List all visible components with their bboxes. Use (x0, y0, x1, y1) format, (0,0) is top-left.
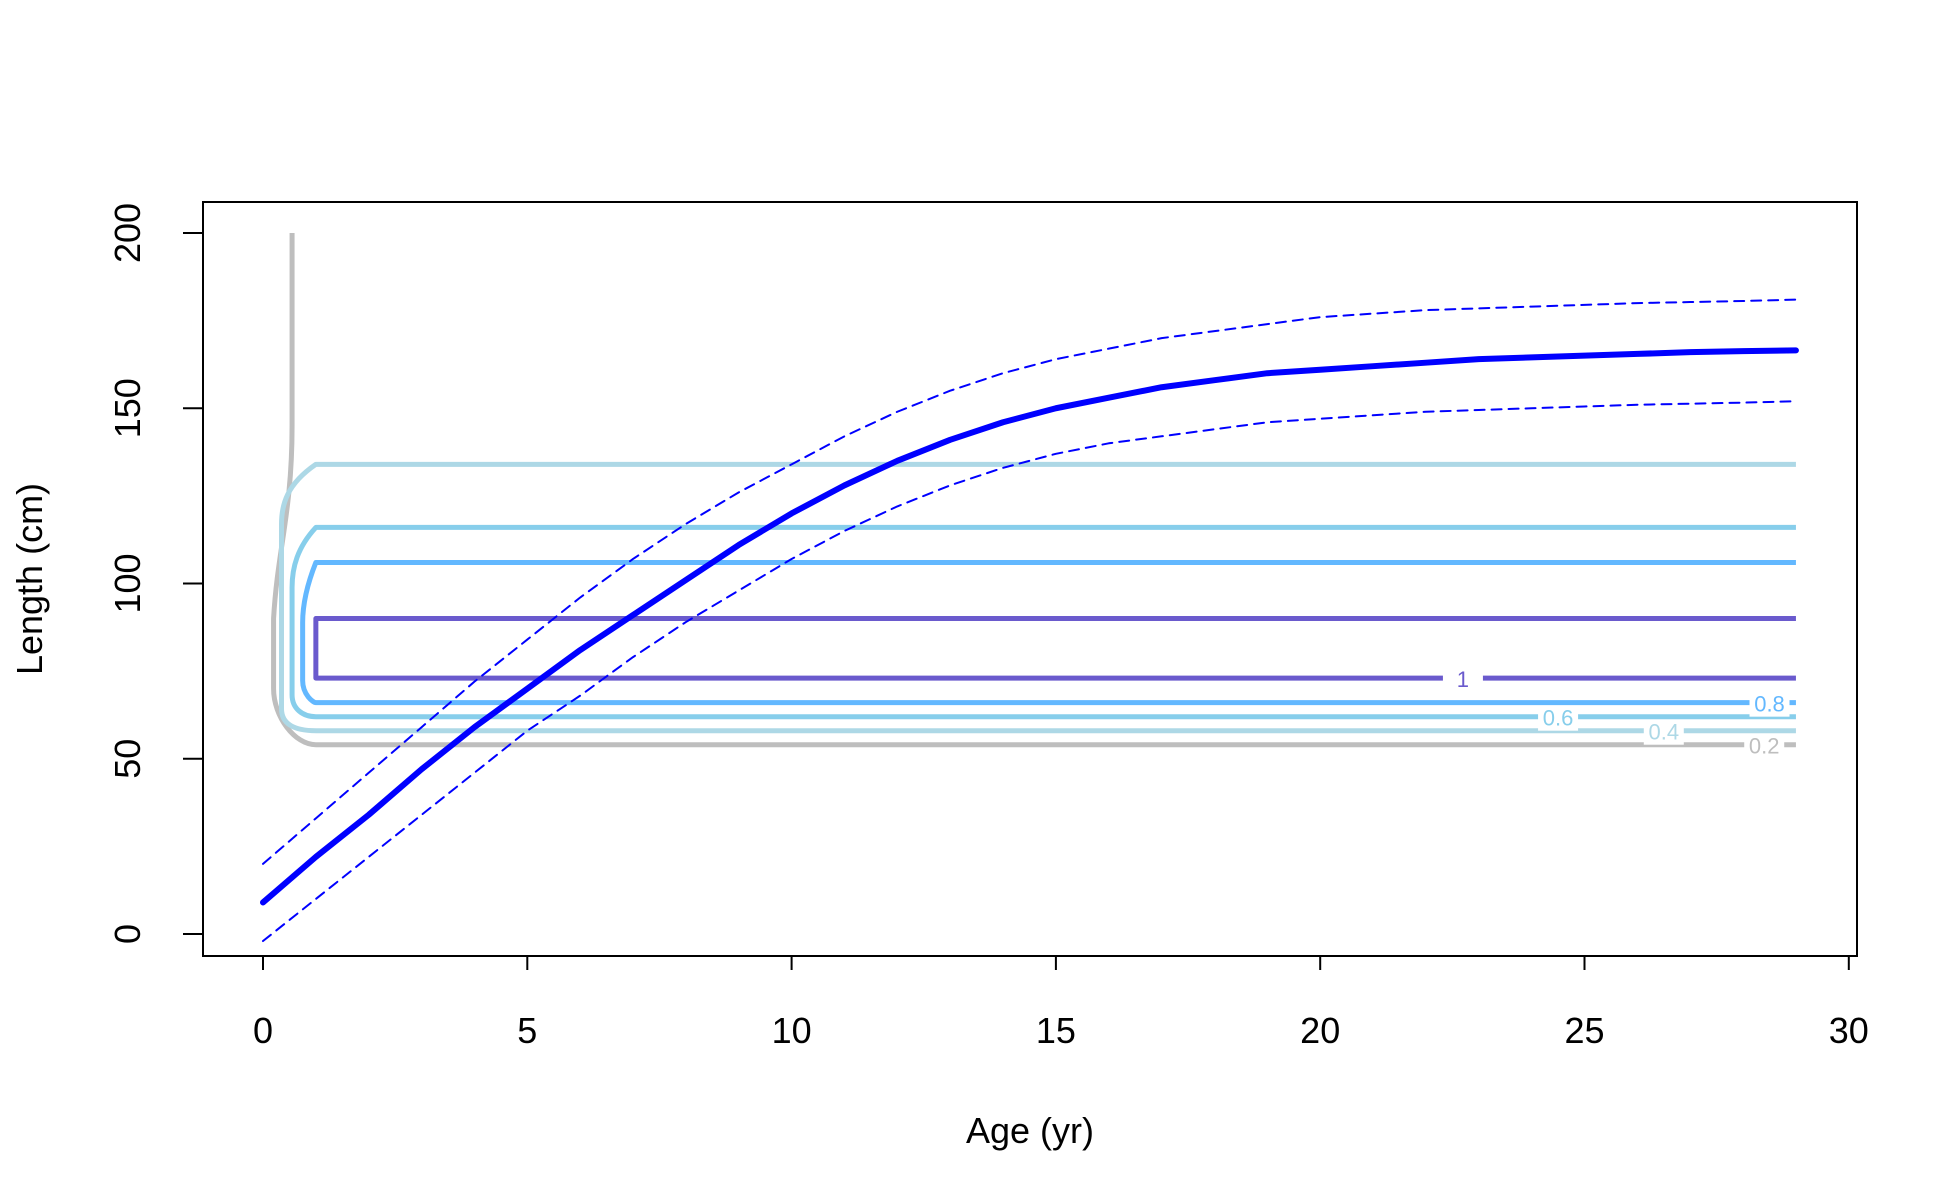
y-tick-label: 150 (107, 378, 148, 438)
x-tick-label: 10 (772, 1010, 812, 1051)
contour-line (271, 233, 1796, 748)
y-tick-label: 200 (107, 203, 148, 263)
contour-line (313, 616, 1796, 681)
x-tick-label: 30 (1829, 1010, 1869, 1051)
x-tick-label: 25 (1564, 1010, 1604, 1051)
contour-label-mask (1538, 702, 1579, 731)
contour-layer: 0.2 0.4 0.6 0.8 1 (271, 233, 1796, 759)
x-tick-label: 5 (517, 1010, 537, 1051)
contour-label: 0.2 (1749, 734, 1780, 759)
y-tick-label: 50 (107, 739, 148, 779)
contour-label: 1 (1457, 667, 1469, 692)
series-line-mean (260, 347, 1799, 906)
y-tick-label: 0 (107, 924, 148, 944)
contour-label: 0.4 (1648, 720, 1679, 745)
contour-label-mask (1744, 730, 1785, 759)
series-line-upper (262, 298, 1797, 865)
x-tick-label: 15 (1036, 1010, 1076, 1051)
contour-label: 0.6 (1543, 706, 1574, 731)
contour-label: 0.8 (1754, 692, 1785, 717)
plot-frame (202, 201, 1858, 957)
x-tick-label: 0 (253, 1010, 273, 1051)
contour-line (289, 524, 1796, 720)
x-axis-title: Age (yr) (966, 1110, 1094, 1151)
y-tick-label: 100 (107, 553, 148, 613)
series-layer (260, 298, 1799, 943)
y-axis-title: Length (cm) (9, 483, 50, 675)
contour-line (279, 461, 1796, 734)
contour-label-mask (1749, 688, 1790, 717)
contour-label-mask (1442, 664, 1483, 693)
contour-label-mask (1643, 716, 1684, 745)
series-line-lower (262, 400, 1797, 943)
contour-line (300, 559, 1796, 706)
x-tick-label: 20 (1300, 1010, 1340, 1051)
